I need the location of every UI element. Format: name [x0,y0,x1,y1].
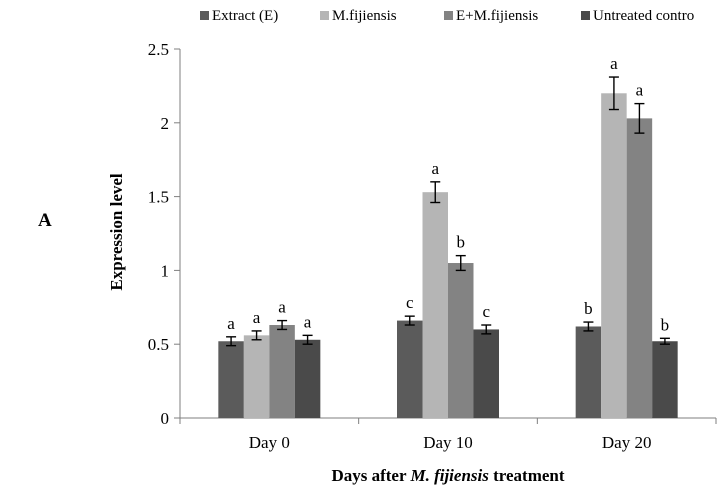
significance-label: b [457,233,466,252]
bar [218,341,244,418]
legend-label: Extract (E) [212,8,278,24]
bar [575,326,602,418]
x-axis-title-suffix: treatment [489,466,565,485]
significance-label: a [610,54,618,73]
significance-label: c [406,293,414,312]
bar [397,320,423,418]
bar [473,329,499,418]
bar [652,341,678,418]
x-tick-label: Day 20 [602,433,652,452]
significance-label: a [304,312,312,331]
legend-label: E+M.fijiensis [456,8,538,24]
significance-label: a [636,81,644,100]
bar [294,339,321,418]
x-tick-label: Day 10 [423,433,473,452]
legend-swatch [320,11,329,20]
legend-swatch [444,11,453,20]
bar [448,263,474,418]
legend-label: M.fijiensis [332,8,397,24]
x-axis-title: Days after M. fijiensis treatment [331,466,564,485]
significance-label: b [661,315,670,334]
significance-label: b [584,299,593,318]
bar [269,325,295,418]
legend: Extract (E) M.fijiensis E+M.fijiensis Untre… [200,8,694,24]
significance-label: a [431,159,439,178]
x-axis: Day 0 Day 10 Day 20 [179,417,717,452]
y-axis: 0 0.5 1 1.5 2 2.5 [148,40,181,428]
bar [626,118,653,418]
significance-label: a [278,298,286,317]
panel-label: A [38,210,52,231]
y-tick-label: 1 [161,261,170,280]
y-tick-label: 0.5 [148,335,169,354]
y-tick-label: 2 [161,114,170,133]
significance-label: a [227,314,235,333]
bar [243,335,270,418]
bar [422,192,448,418]
x-tick-label: Day 0 [249,433,290,452]
y-tick-label: 2.5 [148,40,169,59]
legend-swatch [200,11,209,20]
legend-label: Untreated contro [593,8,694,24]
y-axis-title: Expression level [107,173,126,291]
x-axis-title-italic: M. fijiensis [409,466,489,485]
bar [601,93,627,418]
x-axis-title-prefix: Days after [331,466,410,485]
significance-label: a [253,308,261,327]
significance-label: c [482,302,490,321]
y-tick-label: 1.5 [148,188,169,207]
legend-swatch [581,11,590,20]
y-tick-label: 0 [161,409,170,428]
